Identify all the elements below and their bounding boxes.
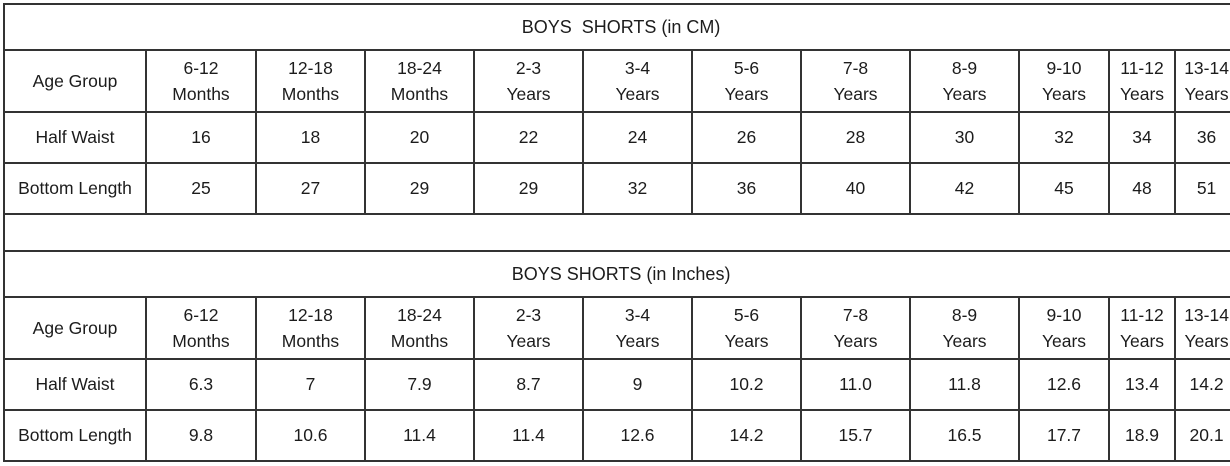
inches-age-col-0: 6-12 Months	[145, 296, 257, 360]
cm-half-waist-6: 28	[800, 111, 911, 164]
cm-half-waist-4: 24	[582, 111, 693, 164]
inches-bottom-length-3: 11.4	[473, 409, 584, 462]
cm-half-waist-row: Half Waist 16 18 20 22 24 26 28 30 32 34…	[3, 111, 1230, 164]
inches-age-col-7: 8-9 Years	[909, 296, 1020, 360]
cm-corner-header: Age Group	[3, 49, 147, 113]
inches-age-col-5: 5-6 Years	[691, 296, 802, 360]
inches-bottom-length-label: Bottom Length	[3, 409, 147, 462]
inches-bottom-length-4: 12.6	[582, 409, 693, 462]
cm-age-col-0: 6-12 Months	[145, 49, 257, 113]
cm-age-col-7: 8-9 Years	[909, 49, 1020, 113]
inches-half-waist-row: Half Waist 6.3 7 7.9 8.7 9 10.2 11.0 11.…	[3, 358, 1230, 411]
inches-title-row: BOYS SHORTS (in Inches)	[2, 250, 1230, 298]
cm-table-title: BOYS SHORTS (in CM)	[2, 3, 1230, 51]
cm-bottom-length-row: Bottom Length 25 27 29 29 32 36 40 42 45…	[3, 162, 1230, 215]
inches-bottom-length-9: 18.9	[1108, 409, 1176, 462]
inches-half-waist-1: 7	[255, 358, 366, 411]
inches-half-waist-8: 12.6	[1018, 358, 1110, 411]
inches-age-col-6: 7-8 Years	[800, 296, 911, 360]
inches-bottom-length-2: 11.4	[364, 409, 475, 462]
inches-header-row: Age Group 6-12 Months 12-18 Months 18-24…	[3, 296, 1230, 360]
cm-half-waist-2: 20	[364, 111, 475, 164]
boys-shorts-size-chart: BOYS SHORTS (in CM) Age Group 6-12 Month…	[2, 3, 1230, 462]
inches-bottom-length-row: Bottom Length 9.8 10.6 11.4 11.4 12.6 14…	[3, 409, 1230, 462]
inches-half-waist-9: 13.4	[1108, 358, 1176, 411]
cm-bottom-length-2: 29	[364, 162, 475, 215]
inches-age-col-8: 9-10 Years	[1018, 296, 1110, 360]
cm-half-waist-3: 22	[473, 111, 584, 164]
inches-age-col-10: 13-14 Years	[1173, 296, 1230, 360]
cm-half-waist-9: 34	[1108, 111, 1176, 164]
inches-bottom-length-6: 15.7	[800, 409, 911, 462]
inches-bottom-length-5: 14.2	[691, 409, 802, 462]
cm-age-col-6: 7-8 Years	[800, 49, 911, 113]
inches-half-waist-6: 11.0	[800, 358, 911, 411]
inches-age-col-2: 18-24 Months	[364, 296, 475, 360]
cm-age-col-5: 5-6 Years	[691, 49, 802, 113]
inches-age-col-1: 12-18 Months	[255, 296, 366, 360]
cm-age-col-4: 3-4 Years	[582, 49, 693, 113]
cm-bottom-length-9: 48	[1108, 162, 1176, 215]
cm-age-col-1: 12-18 Months	[255, 49, 366, 113]
inches-half-waist-label: Half Waist	[3, 358, 147, 411]
cm-half-waist-label: Half Waist	[3, 111, 147, 164]
inches-bottom-length-8: 17.7	[1018, 409, 1110, 462]
spacer-cell	[2, 213, 1230, 252]
spacer-row	[2, 213, 1230, 252]
inches-bottom-length-7: 16.5	[909, 409, 1020, 462]
cm-half-waist-10: 36	[1173, 111, 1230, 164]
inches-half-waist-2: 7.9	[364, 358, 475, 411]
inches-age-col-4: 3-4 Years	[582, 296, 693, 360]
cm-bottom-length-label: Bottom Length	[3, 162, 147, 215]
inches-half-waist-10: 14.2	[1173, 358, 1230, 411]
cm-bottom-length-7: 42	[909, 162, 1020, 215]
inches-half-waist-7: 11.8	[909, 358, 1020, 411]
cm-age-col-3: 2-3 Years	[473, 49, 584, 113]
inches-half-waist-4: 9	[582, 358, 693, 411]
inches-half-waist-5: 10.2	[691, 358, 802, 411]
cm-bottom-length-5: 36	[691, 162, 802, 215]
cm-half-waist-5: 26	[691, 111, 802, 164]
inches-bottom-length-10: 20.1	[1173, 409, 1230, 462]
cm-half-waist-7: 30	[909, 111, 1020, 164]
cm-title-row: BOYS SHORTS (in CM)	[2, 3, 1230, 51]
cm-bottom-length-1: 27	[255, 162, 366, 215]
inches-bottom-length-1: 10.6	[255, 409, 366, 462]
cm-half-waist-8: 32	[1018, 111, 1110, 164]
cm-age-col-9: 11-12 Years	[1108, 49, 1176, 113]
cm-bottom-length-10: 51	[1173, 162, 1230, 215]
inches-age-col-3: 2-3 Years	[473, 296, 584, 360]
cm-bottom-length-4: 32	[582, 162, 693, 215]
inches-half-waist-0: 6.3	[145, 358, 257, 411]
cm-bottom-length-0: 25	[145, 162, 257, 215]
inches-half-waist-3: 8.7	[473, 358, 584, 411]
cm-bottom-length-3: 29	[473, 162, 584, 215]
inches-age-col-9: 11-12 Years	[1108, 296, 1176, 360]
inches-corner-header: Age Group	[3, 296, 147, 360]
cm-bottom-length-6: 40	[800, 162, 911, 215]
inches-table-title: BOYS SHORTS (in Inches)	[2, 250, 1230, 298]
cm-header-row: Age Group 6-12 Months 12-18 Months 18-24…	[3, 49, 1230, 113]
cm-half-waist-1: 18	[255, 111, 366, 164]
inches-bottom-length-0: 9.8	[145, 409, 257, 462]
cm-age-col-8: 9-10 Years	[1018, 49, 1110, 113]
cm-age-col-2: 18-24 Months	[364, 49, 475, 113]
cm-age-col-10: 13-14 Years	[1173, 49, 1230, 113]
cm-half-waist-0: 16	[145, 111, 257, 164]
cm-bottom-length-8: 45	[1018, 162, 1110, 215]
